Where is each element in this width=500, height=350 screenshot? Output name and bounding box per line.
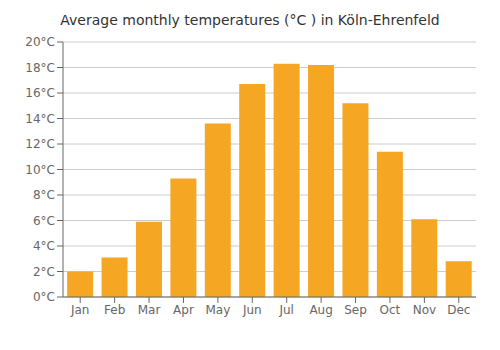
svg-text:0°C: 0°C — [33, 290, 55, 304]
svg-text:Dec: Dec — [447, 303, 470, 317]
svg-text:Jul: Jul — [278, 303, 293, 317]
svg-text:14°C: 14°C — [25, 112, 55, 126]
svg-text:Jun: Jun — [242, 303, 262, 317]
svg-text:6°C: 6°C — [33, 214, 55, 228]
svg-text:8°C: 8°C — [33, 188, 55, 202]
svg-text:4°C: 4°C — [33, 239, 55, 253]
svg-text:Oct: Oct — [380, 303, 401, 317]
svg-text:Apr: Apr — [173, 303, 194, 317]
svg-text:May: May — [205, 303, 230, 317]
html-text:Average monthly temperatures (: Average monthly temperatures (°C ) in Kö… — [60, 12, 440, 28]
svg-text:Nov: Nov — [413, 303, 436, 317]
svg-text:12°C: 12°C — [25, 137, 55, 151]
svg-text:10°C: 10°C — [25, 163, 55, 177]
svg-text:Feb: Feb — [104, 303, 125, 317]
svg-text:Aug: Aug — [309, 303, 332, 317]
svg-text:16°C: 16°C — [25, 86, 55, 100]
svg-text:2°C: 2°C — [33, 265, 55, 279]
svg-text:Mar: Mar — [138, 303, 161, 317]
svg-text:18°C: 18°C — [25, 61, 55, 75]
svg-text:20°C: 20°C — [25, 35, 55, 49]
svg-text:Sep: Sep — [344, 303, 367, 317]
svg-text:Jan: Jan — [70, 303, 90, 317]
